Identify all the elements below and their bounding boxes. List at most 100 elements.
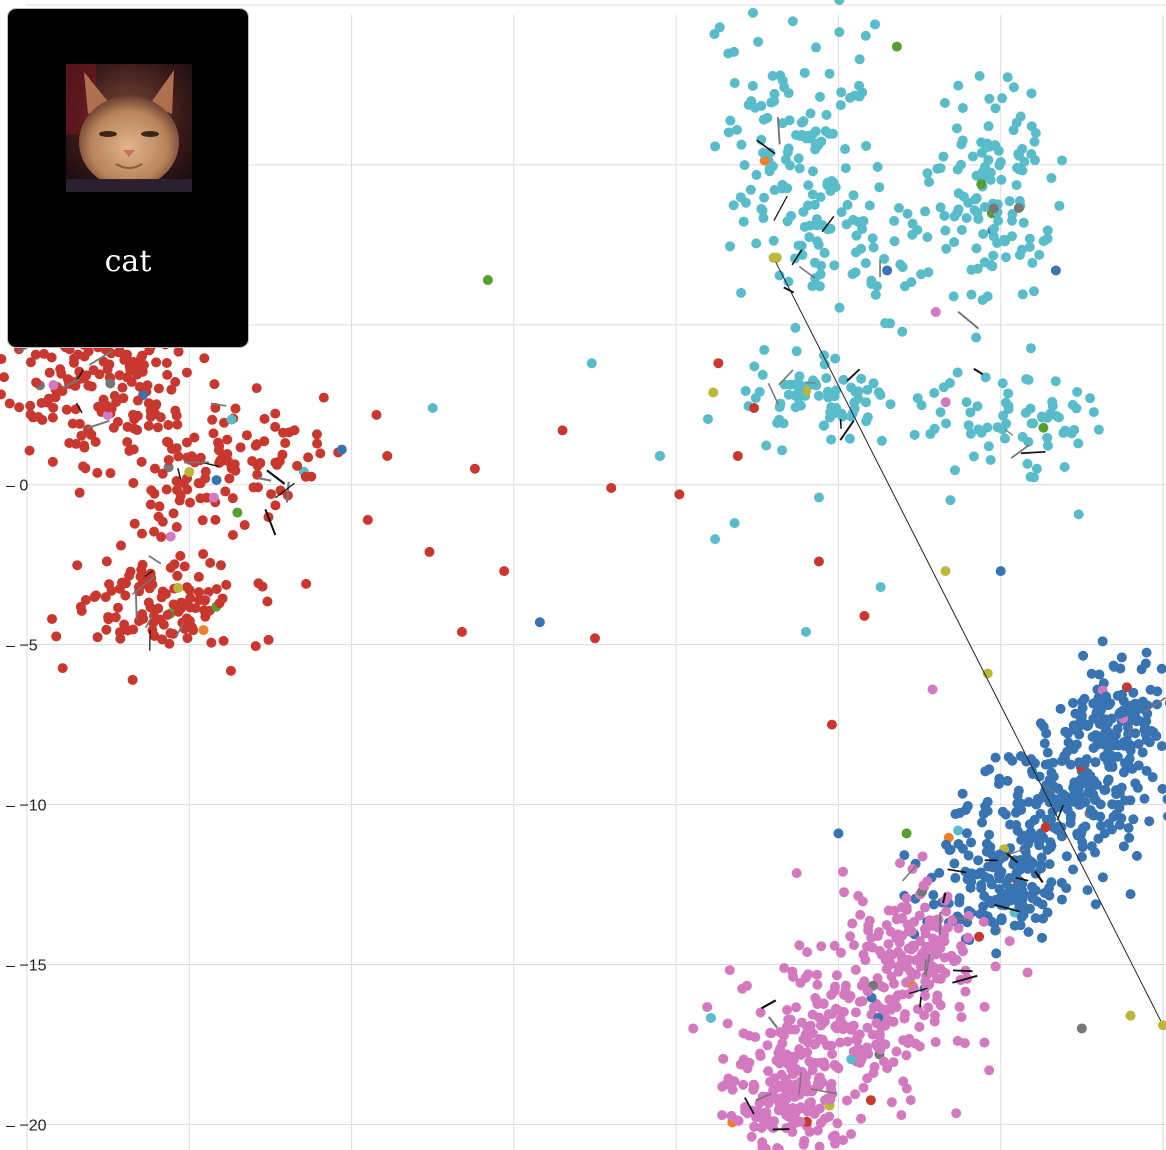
data-point	[817, 1034, 828, 1045]
data-point	[750, 393, 761, 404]
data-point	[182, 452, 193, 463]
data-point	[1112, 751, 1123, 762]
data-point	[848, 214, 859, 225]
data-point	[1036, 852, 1047, 863]
neighbor-link	[257, 477, 272, 482]
data-point	[1082, 721, 1093, 732]
data-point	[47, 412, 58, 423]
data-point	[1082, 767, 1093, 778]
data-point	[922, 168, 933, 179]
data-point	[837, 866, 848, 877]
data-point	[1013, 202, 1024, 213]
neighbor-link	[175, 622, 185, 637]
data-point	[1109, 728, 1120, 739]
data-point	[829, 1130, 840, 1141]
y-tick-label: – 0	[6, 478, 28, 495]
data-point	[864, 915, 875, 926]
data-point	[842, 199, 853, 210]
data-point	[214, 441, 225, 452]
data-point	[962, 874, 973, 885]
data-point	[225, 665, 236, 676]
data-point	[1107, 760, 1118, 771]
data-point	[134, 616, 145, 627]
data-point	[164, 638, 175, 649]
data-point	[725, 241, 736, 252]
data-point	[101, 556, 112, 567]
data-point	[914, 1041, 925, 1052]
data-point	[935, 407, 946, 418]
data-point	[966, 289, 977, 300]
data-point	[424, 546, 435, 557]
data-point	[1008, 883, 1019, 894]
data-point	[145, 411, 156, 422]
data-point	[774, 1104, 785, 1115]
data-point	[736, 139, 747, 150]
data-point	[979, 1037, 990, 1048]
data-point	[740, 385, 751, 396]
data-point	[1136, 664, 1147, 675]
data-point	[816, 260, 827, 271]
data-point	[783, 1014, 794, 1025]
data-point	[47, 456, 58, 467]
data-point	[801, 385, 812, 396]
data-point	[710, 534, 721, 545]
data-point	[144, 583, 155, 594]
data-point	[729, 78, 740, 89]
data-point	[102, 410, 113, 421]
data-point	[918, 880, 929, 891]
data-point	[764, 166, 775, 177]
data-point	[1088, 698, 1099, 709]
data-point	[198, 549, 209, 560]
data-point	[807, 189, 818, 200]
data-point	[214, 598, 225, 609]
neighbor-link	[998, 848, 1025, 859]
data-point	[885, 926, 896, 937]
data-point	[1101, 700, 1112, 711]
data-point	[303, 452, 314, 463]
data-point	[766, 1028, 777, 1039]
data-point	[122, 625, 133, 636]
y-tick-label: – −5	[6, 638, 38, 655]
data-point	[110, 612, 121, 623]
data-point	[848, 940, 859, 951]
data-point	[864, 200, 875, 211]
data-point	[175, 550, 186, 561]
data-point	[171, 522, 182, 533]
data-point	[726, 1110, 737, 1121]
data-point	[113, 602, 124, 613]
data-point	[150, 400, 161, 411]
neighbor-link	[148, 555, 162, 565]
data-point	[825, 223, 836, 234]
data-point	[973, 424, 984, 435]
data-point	[889, 905, 900, 916]
data-point	[840, 988, 851, 999]
neighbor-link	[1004, 428, 1014, 436]
data-point	[795, 1049, 806, 1060]
data-point	[1157, 783, 1166, 794]
data-point	[824, 1111, 835, 1122]
data-point	[1032, 896, 1043, 907]
neighbor-link	[925, 953, 931, 977]
data-point	[46, 352, 57, 363]
data-point	[938, 151, 949, 162]
data-point	[885, 399, 896, 410]
data-point	[1000, 252, 1011, 263]
data-point	[709, 29, 720, 40]
data-point	[733, 1115, 744, 1126]
data-point	[1101, 691, 1112, 702]
data-point	[985, 454, 996, 465]
data-point	[252, 469, 263, 480]
data-point	[1024, 819, 1035, 830]
data-point	[984, 764, 995, 775]
data-point	[985, 174, 996, 185]
data-point	[1065, 818, 1076, 829]
data-point	[891, 41, 902, 52]
neighbor-link	[177, 468, 182, 480]
data-point	[787, 1126, 798, 1137]
y-tick-label: – −15	[6, 957, 47, 974]
neighbor-link	[994, 903, 1020, 913]
data-point	[973, 213, 984, 224]
data-point	[251, 383, 262, 394]
data-point	[787, 16, 798, 27]
data-point	[1020, 407, 1031, 418]
